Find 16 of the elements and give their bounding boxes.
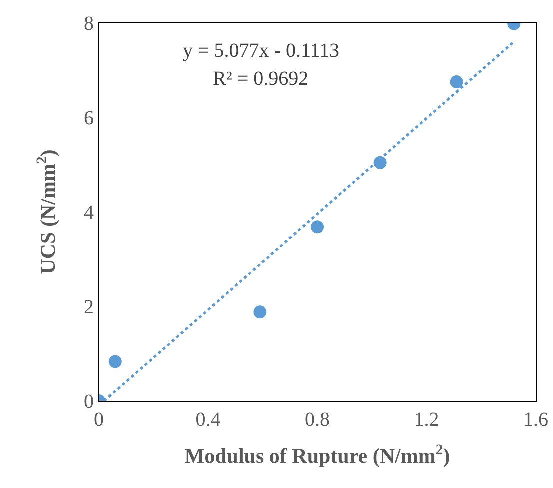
point (450, 76, 464, 89)
y-tick-label: 0 (84, 391, 94, 413)
x-tick-label: 1.6 (524, 409, 548, 431)
point (108, 355, 122, 368)
y-tick-label: 2 (84, 296, 94, 318)
y-tick-label: 8 (84, 13, 94, 35)
point (254, 306, 267, 319)
point (311, 220, 324, 234)
x-tick-label: 0.8 (305, 409, 330, 431)
annotation: y = 5.077x - 0.1113 (183, 40, 340, 62)
y-tick-label: 6 (84, 108, 94, 130)
y-tick-label: 4 (84, 202, 94, 224)
x-axis-title: Modulus of Rupture (N/mm$^{2}$) (184, 442, 450, 468)
x-tick-label: 1.2 (414, 409, 440, 431)
annotation: R² = 0.9692 (213, 68, 309, 90)
x-tick-label: 0.4 (196, 409, 221, 431)
